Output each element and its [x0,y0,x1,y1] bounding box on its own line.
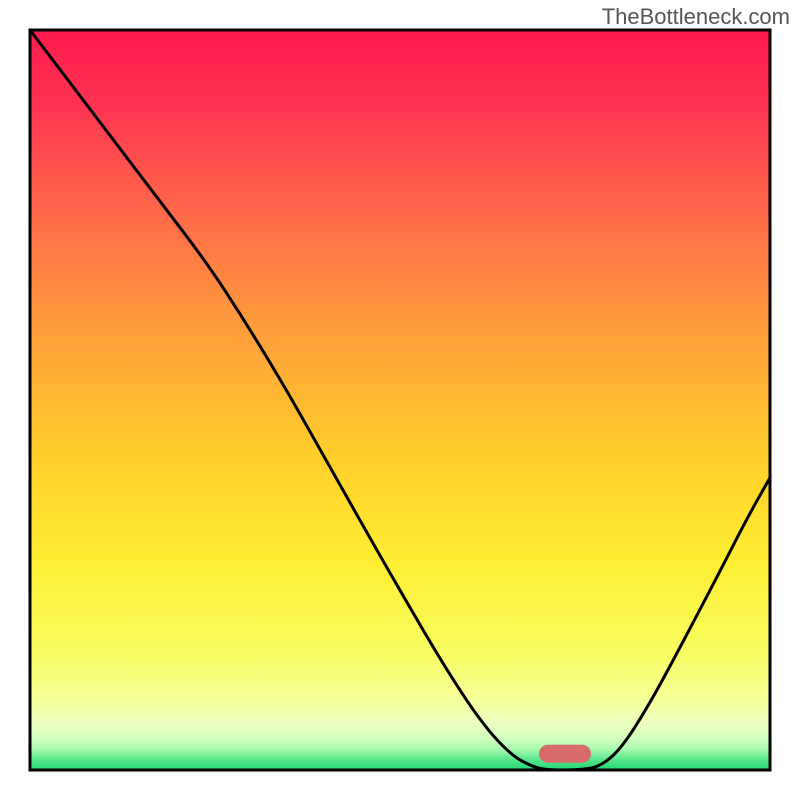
optimal-marker [539,745,591,763]
chart-container: TheBottleneck.com [0,0,800,800]
bottleneck-curve-chart [0,0,800,800]
plot-background [30,30,770,770]
watermark-text: TheBottleneck.com [602,4,790,30]
